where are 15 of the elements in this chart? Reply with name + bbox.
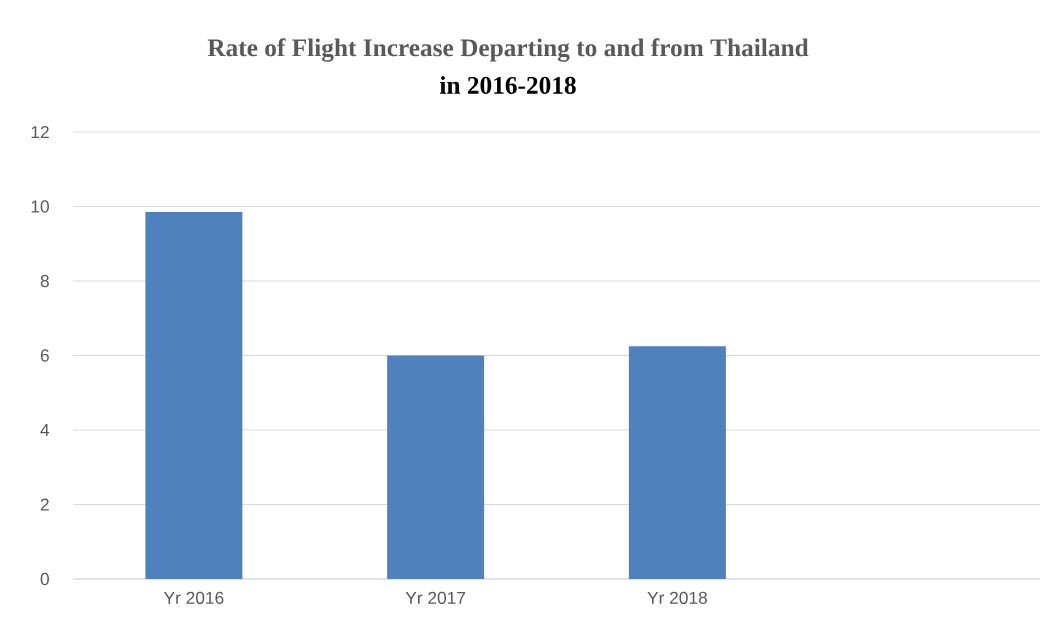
x-tick-label: Yr 2016 (163, 591, 224, 604)
bar (628, 346, 726, 579)
y-tick-label: 6 (40, 349, 49, 362)
y-tick-label: 4 (40, 424, 50, 436)
y-tick-label: 2 (40, 498, 49, 511)
y-tick-label: 0 (40, 572, 49, 586)
bar (145, 212, 243, 579)
y-tick-label: 8 (40, 274, 49, 288)
x-tick-label: Yr 2018 (647, 591, 707, 604)
bar (387, 355, 485, 579)
y-tick-label: 10 (31, 200, 49, 213)
y-tick-label: 12 (31, 125, 49, 139)
chart-subtitle: in 2016-2018 (439, 76, 576, 94)
x-tick-label: Yr 2017 (405, 591, 466, 604)
chart-title: Rate of Flight Increase Departing to and from Thailand (207, 38, 809, 62)
